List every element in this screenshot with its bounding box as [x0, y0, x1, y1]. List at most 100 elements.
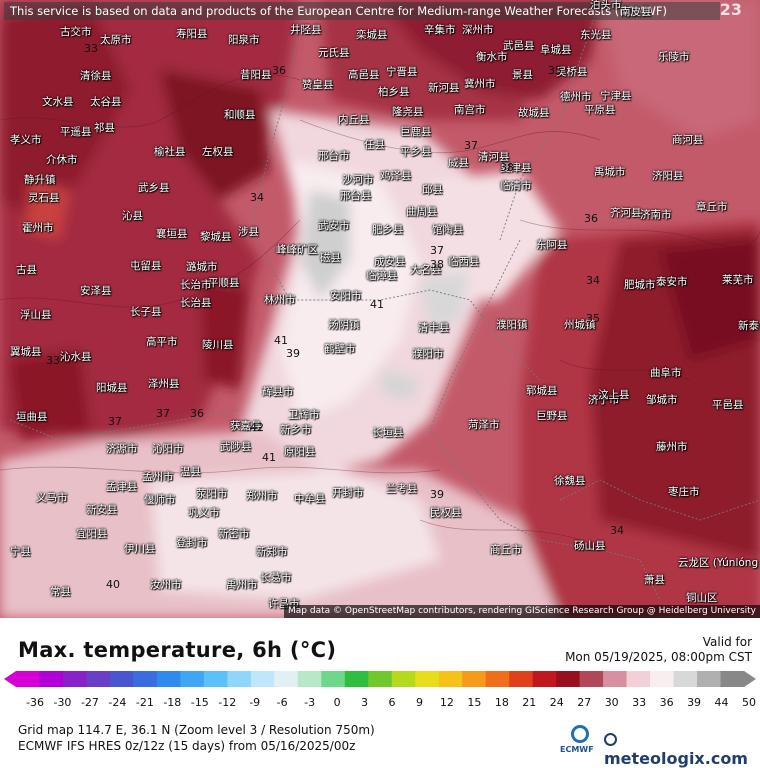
city-label: 邹城市	[646, 394, 678, 406]
city-label: 获嘉县	[230, 420, 262, 432]
city-label: 郑州市	[246, 490, 278, 502]
city-label: 栾城县	[356, 29, 388, 41]
city-label: 浮山县	[20, 309, 52, 321]
city-label: 孟州市	[142, 471, 174, 483]
city-label: 泰安市	[656, 276, 688, 288]
city-label: 安泽县	[80, 285, 112, 297]
city-label: 民权县	[430, 507, 462, 519]
city-label: 肥城市	[624, 279, 656, 291]
city-label: 德州市	[560, 91, 592, 103]
city-label: 邱县	[422, 184, 443, 196]
colorbar-tick-label: 33	[632, 696, 647, 709]
city-label: 曲周县	[406, 206, 438, 218]
isotherm-label: 41	[370, 298, 384, 311]
colorbar-tick-label: -27	[80, 696, 99, 709]
colorbar-segment	[180, 671, 205, 687]
city-label: 祁县	[94, 122, 115, 134]
city-label: 孝义市	[10, 134, 42, 146]
city-label: 商丘市	[490, 544, 522, 556]
colorbar-tick-label: -30	[53, 696, 72, 709]
colorbar-tick-label: -9	[249, 696, 261, 709]
isotherm-label: 37	[108, 415, 122, 428]
colorbar-segment	[203, 671, 228, 687]
city-label: 长子县	[130, 306, 162, 318]
ecmwf-logo-icon	[571, 725, 589, 743]
city-label: 翼城县	[10, 346, 42, 358]
colorbar-segment	[650, 671, 675, 687]
brand-text: meteologix.com	[604, 749, 748, 768]
city-label: 平乡县	[400, 146, 432, 158]
map-area[interactable]: This service is based on data and produc…	[0, 0, 760, 618]
city-label: 沁阳市	[152, 443, 184, 455]
isotherm-label: 36	[584, 212, 598, 225]
colorbar-tick-label: 21	[522, 696, 537, 709]
city-label: 文水县	[42, 96, 74, 108]
city-label: 林州市	[264, 294, 296, 306]
city-label: 辛集市	[424, 24, 456, 36]
colorbar-tick-label: -24	[108, 696, 127, 709]
city-label: 肥乡县	[372, 224, 404, 236]
city-label: 内丘县	[338, 114, 370, 126]
city-label: 宁晋县	[386, 66, 418, 78]
isotherm-label: 40	[106, 578, 120, 591]
city-label: 邢台县	[340, 190, 372, 202]
city-label: 新河县	[428, 82, 460, 94]
city-label: 邢台市	[318, 150, 350, 162]
colorbar-tick-label: 6	[388, 696, 396, 709]
ecmwf-logo-text: ECMWF	[560, 745, 594, 754]
city-label: 平原县	[584, 104, 616, 116]
isotherm-label: 38	[500, 161, 514, 174]
colorbar-segment	[368, 671, 393, 687]
colorbar-segment	[297, 671, 322, 687]
city-label: 高邑县	[348, 69, 380, 81]
city-label: 巩义市	[188, 507, 220, 519]
city-label: 临漳县	[366, 270, 398, 282]
city-label: 潞城市	[186, 261, 218, 273]
city-label: 砀山县	[574, 540, 606, 552]
colorbar-segment	[603, 671, 628, 687]
city-label: 徐魏县	[554, 475, 586, 487]
colorbar-segment	[532, 671, 557, 687]
city-label: 沙河市	[342, 174, 374, 186]
colorbar-tick-label: -3	[304, 696, 316, 709]
city-label: 霍州市	[22, 222, 54, 234]
data-source-notice: This service is based on data and produc…	[4, 2, 720, 20]
city-label: 南皮县	[620, 6, 652, 18]
colorbar-segment	[673, 671, 698, 687]
city-label: 临西县	[448, 256, 480, 268]
city-label: 柏乡县	[378, 86, 410, 98]
city-label: 磁县	[320, 252, 341, 264]
temperature-colorbar	[4, 671, 756, 687]
city-label: 景县	[512, 69, 533, 81]
city-label: 长垣县	[372, 427, 404, 439]
city-label: 元氏县	[318, 47, 350, 59]
brand-link[interactable]: meteologix.com	[604, 730, 760, 768]
colorbar-segment	[438, 671, 463, 687]
colorbar-tick-label: 44	[714, 696, 729, 709]
city-label: 介休市	[46, 154, 78, 166]
isotherm-label: 33	[84, 42, 98, 55]
isotherm-label: 36	[272, 64, 286, 77]
city-label: 新安县	[86, 504, 118, 516]
city-label: 太原市	[100, 34, 132, 46]
city-label: 汝州市	[150, 579, 182, 591]
city-label: 成安县	[374, 256, 406, 268]
isotherm-label: 35	[548, 64, 562, 77]
city-label: 威县	[448, 157, 469, 169]
colorbar-segment	[156, 671, 181, 687]
city-label: 巨鹿县	[400, 126, 432, 138]
colorbar-segment	[274, 671, 299, 687]
colorbar-segment	[109, 671, 135, 687]
city-label: 平遥县	[60, 126, 92, 138]
colorbar-tick-label: 0	[333, 696, 341, 709]
city-label: 章丘市	[696, 201, 728, 213]
isotherm-label: 42	[250, 421, 264, 434]
colorbar-tick-label: 27	[577, 696, 592, 709]
city-label: 昔阳县	[240, 69, 272, 81]
city-label: 井陉县	[290, 24, 322, 36]
city-label: 安阳市	[330, 290, 362, 302]
colorbar-segment	[227, 671, 252, 687]
map-attribution[interactable]: Map data © OpenStreetMap contributors, r…	[284, 605, 760, 618]
colorbar-segment	[16, 671, 41, 687]
valid-time: Mon 05/19/2025, 08:00pm CST	[565, 650, 752, 664]
